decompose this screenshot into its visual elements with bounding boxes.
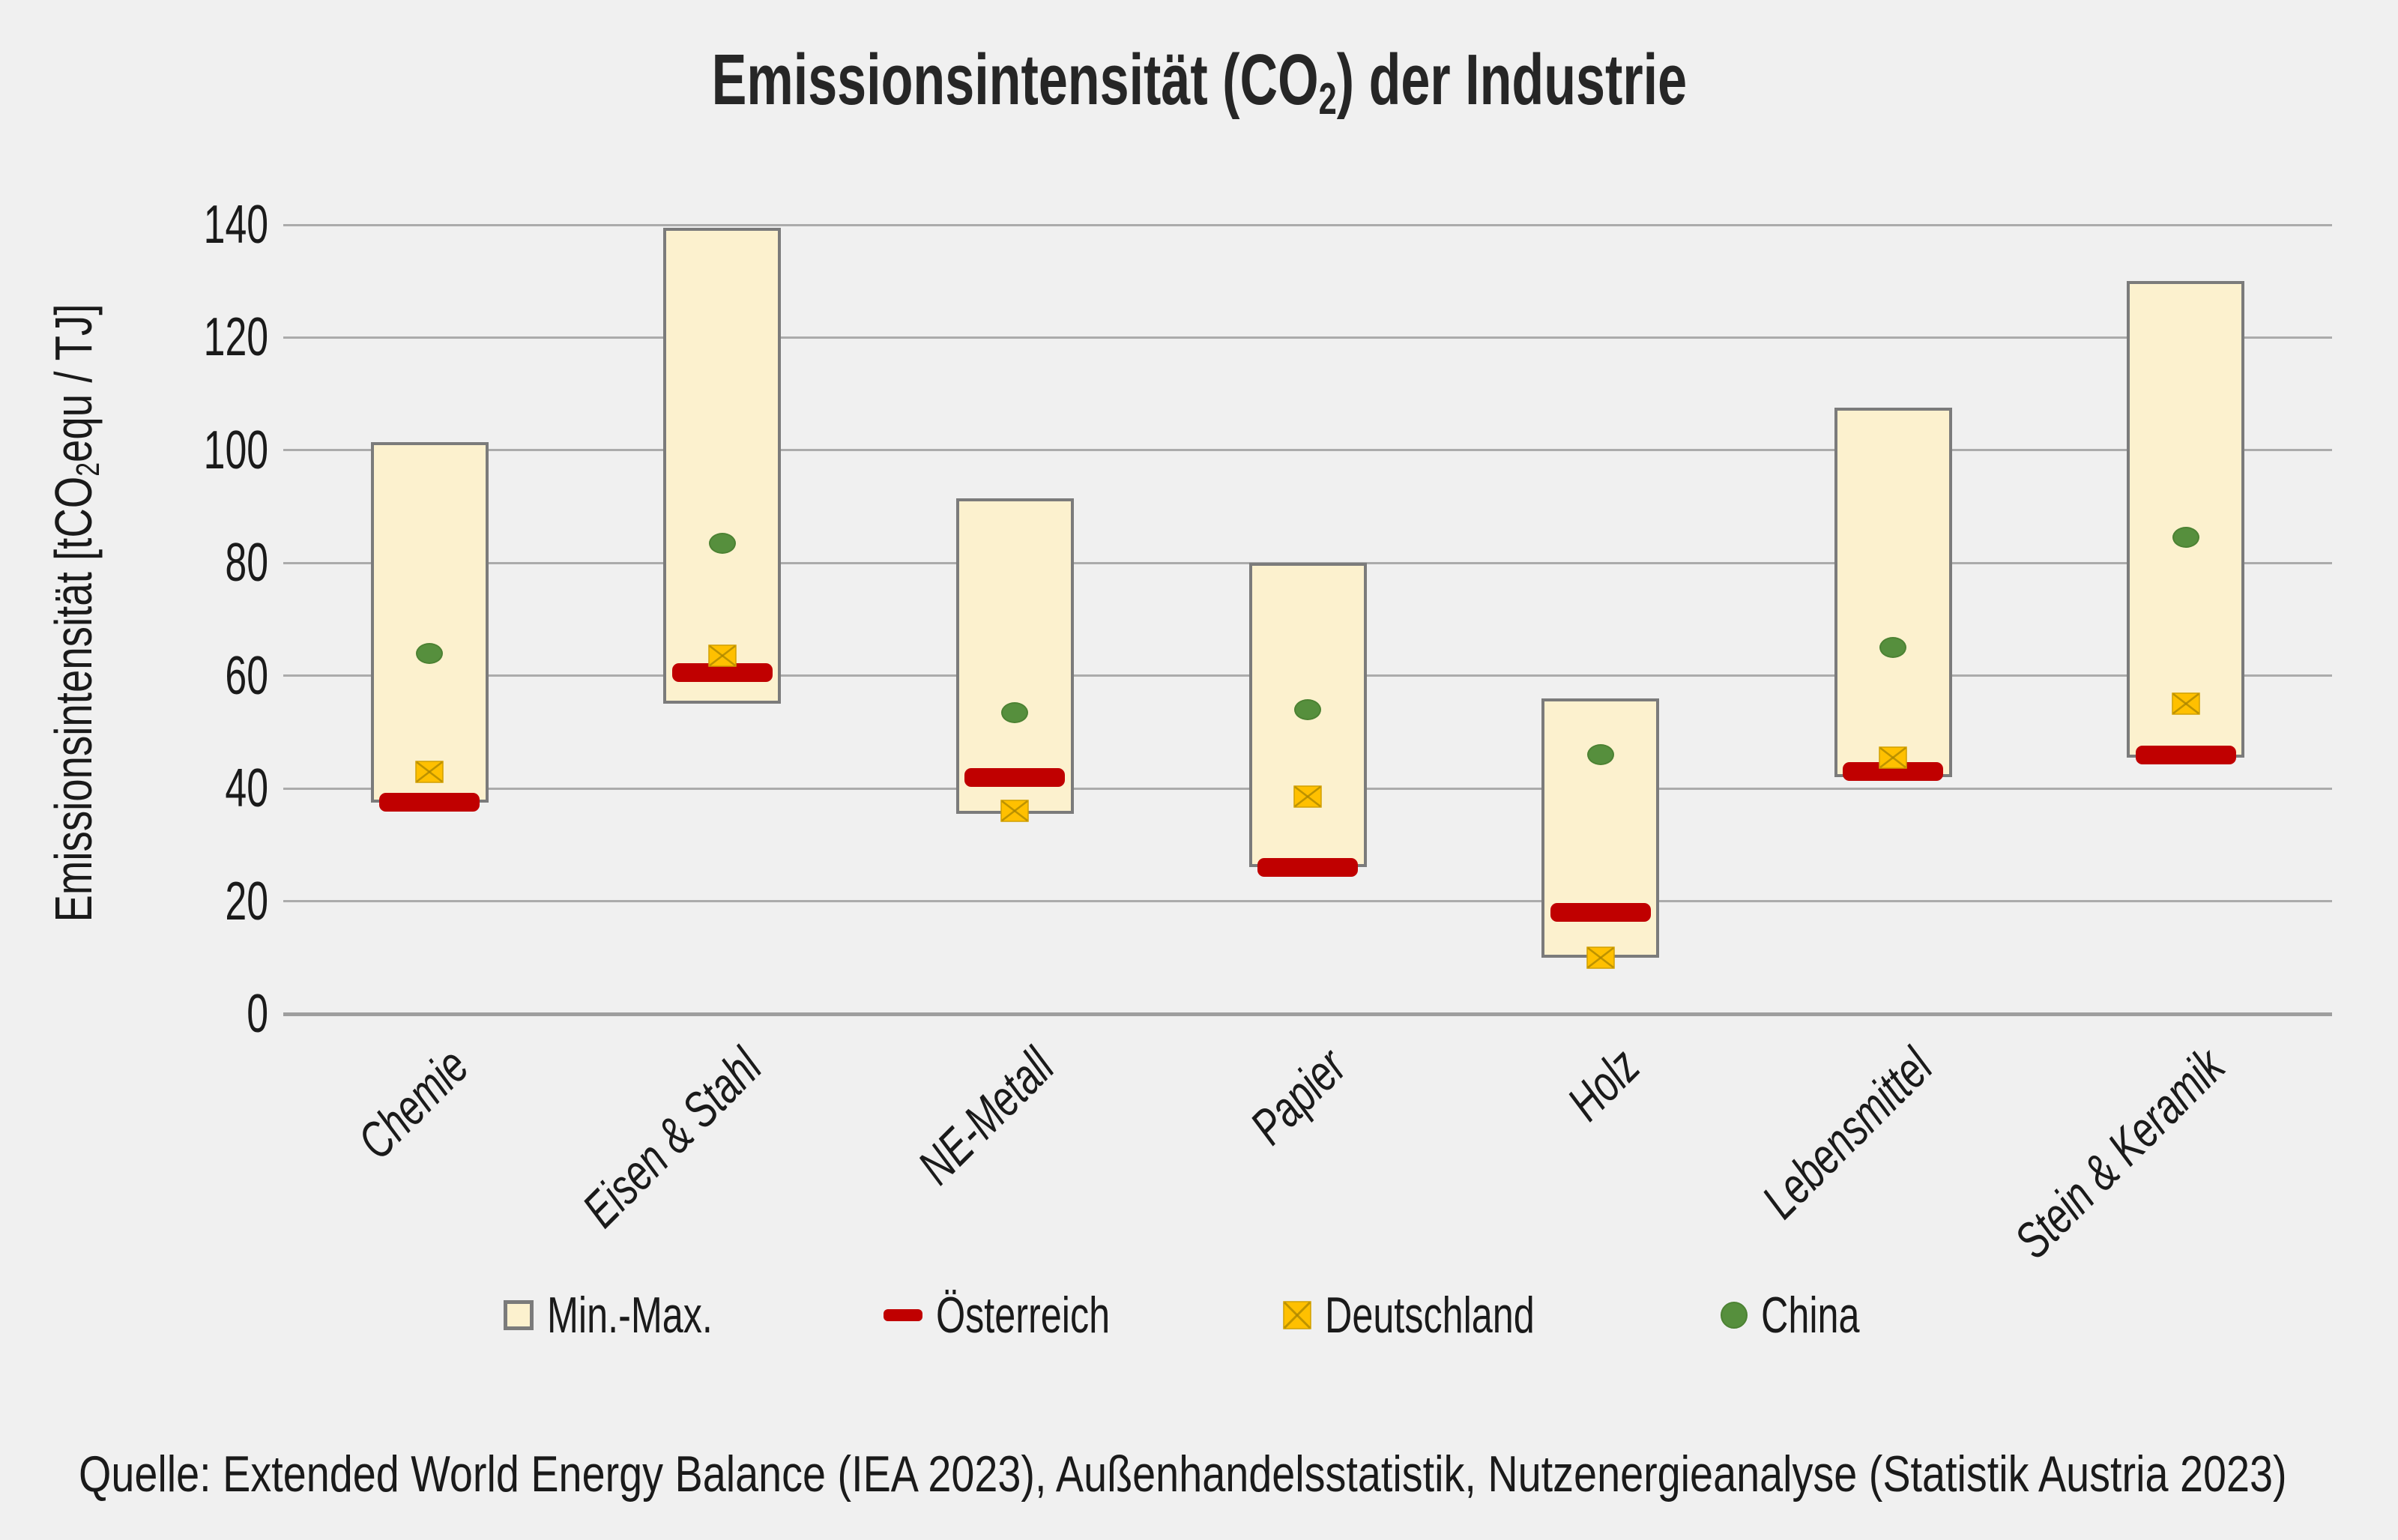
oesterreich-marker xyxy=(379,793,480,812)
legend-item-oesterreich: Österreich xyxy=(883,1286,1171,1344)
chart-title: Emissionsintensität (CO2) der Industrie xyxy=(0,39,2398,121)
legend-item-china: China xyxy=(1721,1286,1894,1344)
oesterreich-marker xyxy=(964,767,1066,787)
min-max-bar xyxy=(1834,408,1952,778)
x-category-label: Holz xyxy=(1556,1037,1651,1132)
y-tick-label: 120 xyxy=(203,307,268,368)
x-category-label: Eisen & Stahl xyxy=(571,1037,773,1239)
oesterreich-marker xyxy=(1257,857,1358,877)
deutschland-marker xyxy=(1293,785,1322,809)
x-category-label: Lebensmittel xyxy=(1751,1037,1943,1230)
y-tick-label: 80 xyxy=(225,533,268,594)
legend-label-china: China xyxy=(1761,1287,1860,1344)
legend-label-oesterreich: Österreich xyxy=(935,1287,1110,1344)
deutschland-marker xyxy=(1586,946,1615,969)
source-note: Quelle: Extended World Energy Balance (I… xyxy=(79,1445,2398,1503)
deutschland-marker xyxy=(708,644,737,668)
china-marker xyxy=(1879,637,1907,659)
china-marker xyxy=(2172,527,2199,549)
deutschland-marker xyxy=(1879,746,1907,769)
chart-title-text: Emissionsintensität (CO2) der Industrie xyxy=(711,40,1687,124)
source-note-text: Quelle: Extended World Energy Balance (I… xyxy=(79,1446,2287,1503)
china-marker xyxy=(1294,698,1321,720)
deutschland-x-square-icon xyxy=(1283,1301,1311,1329)
y-tick-label: 100 xyxy=(203,420,268,480)
min-max-swatch-icon xyxy=(504,1300,534,1330)
legend: Min.-Max. Österreich Deutschland China xyxy=(0,1274,2398,1356)
x-category-label: Papier xyxy=(1239,1037,1358,1156)
deutschland-marker xyxy=(2171,692,2200,716)
min-max-bar xyxy=(663,227,782,704)
legend-item-deutschland: Deutschland xyxy=(1283,1286,1608,1344)
china-dot-icon xyxy=(1721,1302,1748,1329)
gridline-100 xyxy=(283,449,2332,452)
x-category-label: Chemie xyxy=(347,1037,480,1171)
china-marker xyxy=(1001,701,1029,723)
y-tick-label: 40 xyxy=(225,758,268,819)
china-marker xyxy=(416,642,444,664)
min-max-bar xyxy=(2127,281,2245,758)
legend-item-min-max: Min.-Max. xyxy=(504,1286,770,1344)
gridline-20 xyxy=(283,900,2332,903)
gridline-140 xyxy=(283,223,2332,226)
y-axis-label: Emissionsintensität [tCO2equ / TJ] xyxy=(44,304,106,923)
y-tick-label: 20 xyxy=(225,871,268,931)
y-tick-label: 0 xyxy=(247,984,268,1044)
x-category-label: Stein & Keramik xyxy=(2004,1037,2236,1269)
china-marker xyxy=(1586,744,1614,765)
x-category-label: NE-Metall xyxy=(907,1037,1065,1195)
legend-label-deutschland: Deutschland xyxy=(1325,1287,1535,1344)
gridline-0 xyxy=(283,1012,2332,1016)
oesterreich-marker xyxy=(2135,745,2236,764)
min-max-bar xyxy=(370,441,489,803)
deutschland-marker xyxy=(415,760,444,783)
y-tick-label: 60 xyxy=(225,645,268,706)
legend-label-min-max: Min.-Max. xyxy=(547,1287,713,1344)
y-tick-label: 140 xyxy=(203,195,268,255)
oesterreich-dash-icon xyxy=(883,1309,922,1321)
min-max-bar xyxy=(955,498,1074,814)
deutschland-marker xyxy=(1000,800,1030,822)
oesterreich-marker xyxy=(1550,903,1651,923)
gridline-120 xyxy=(283,336,2332,339)
china-marker xyxy=(708,532,736,554)
